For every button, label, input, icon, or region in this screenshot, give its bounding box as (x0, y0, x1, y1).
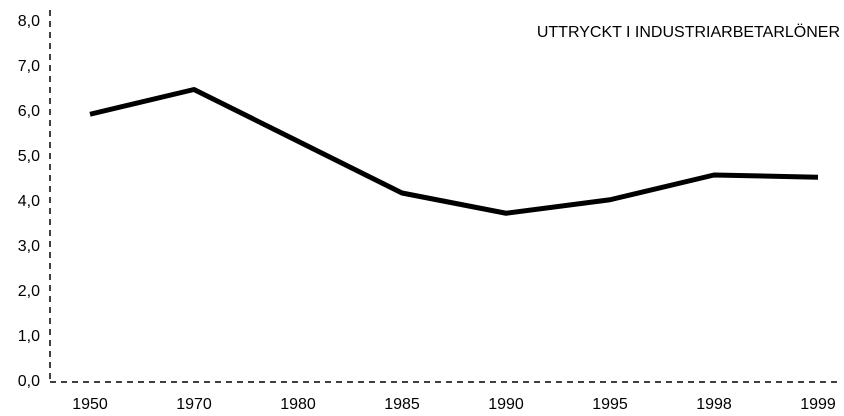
x-tick-label: 1980 (280, 396, 316, 413)
y-tick-label: 2,0 (18, 283, 40, 300)
y-tick-label: 8,0 (18, 13, 40, 30)
annotation: UTTRYCKT I INDUSTRIARBETARLÖNER (537, 23, 840, 41)
y-tick-label: 4,0 (18, 193, 40, 210)
x-tick-label: 1950 (72, 396, 108, 413)
line-series (89, 87, 819, 216)
x-tick-label: 1999 (800, 396, 836, 413)
x-tick-label: 1985 (384, 396, 420, 413)
y-tick-label: 0,0 (18, 373, 40, 390)
x-tick-label: 1998 (696, 396, 732, 413)
y-tick-label: 3,0 (18, 238, 40, 255)
x-tick-label: 1970 (176, 396, 212, 413)
x-tick-label: 1995 (592, 396, 628, 413)
y-tick-label: 6,0 (18, 103, 40, 120)
y-tick-label: 7,0 (18, 58, 40, 75)
y-tick-label: 5,0 (18, 148, 40, 165)
y-tick-label: 1,0 (18, 328, 40, 345)
x-tick-label: 1990 (488, 396, 524, 413)
